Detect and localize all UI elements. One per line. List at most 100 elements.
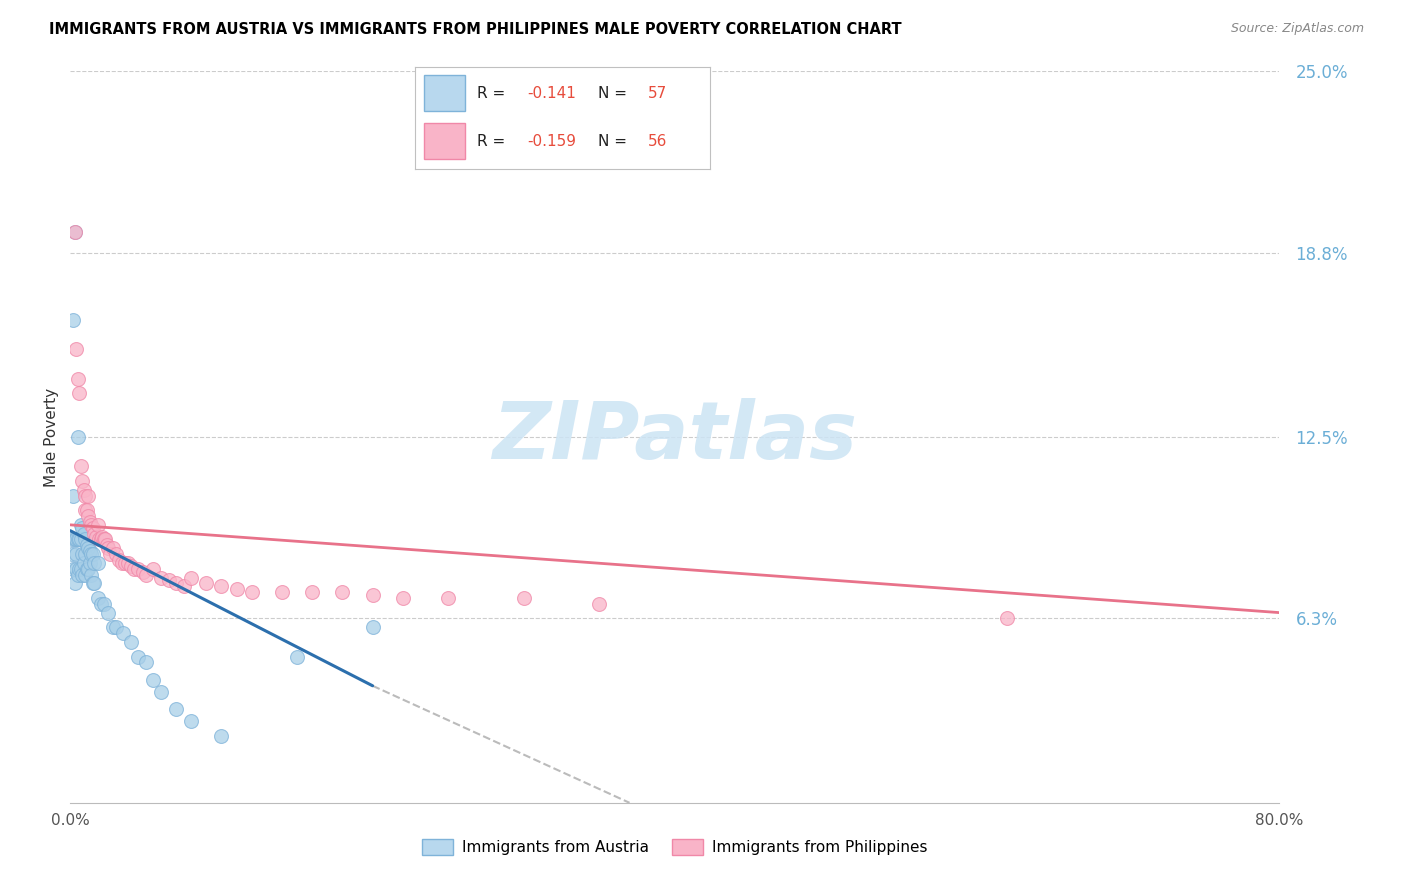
Point bbox=[437, 591, 460, 605]
Point bbox=[97, 606, 120, 620]
Text: 57: 57 bbox=[648, 86, 668, 101]
Point bbox=[83, 526, 105, 541]
Point bbox=[270, 585, 294, 599]
Text: IMMIGRANTS FROM AUSTRIA VS IMMIGRANTS FROM PHILIPPINES MALE POVERTY CORRELATION : IMMIGRANTS FROM AUSTRIA VS IMMIGRANTS FR… bbox=[49, 22, 901, 37]
Point bbox=[86, 517, 108, 532]
Point bbox=[285, 649, 308, 664]
Point bbox=[91, 530, 114, 544]
Point bbox=[127, 649, 149, 664]
Point bbox=[77, 541, 100, 556]
Point bbox=[80, 547, 103, 561]
Point bbox=[82, 521, 104, 535]
Point bbox=[157, 574, 180, 588]
Point bbox=[87, 533, 110, 547]
Point bbox=[97, 541, 120, 556]
Point bbox=[73, 556, 96, 570]
Point bbox=[72, 567, 94, 582]
Point bbox=[70, 562, 93, 576]
Point bbox=[90, 533, 111, 547]
Point bbox=[66, 430, 89, 444]
Point bbox=[77, 489, 100, 503]
Point bbox=[63, 225, 86, 239]
Point bbox=[75, 533, 97, 547]
Bar bbox=[423, 75, 465, 111]
Point bbox=[225, 582, 247, 597]
Point bbox=[90, 597, 111, 611]
Point bbox=[66, 567, 89, 582]
Point bbox=[94, 533, 117, 547]
Point bbox=[391, 591, 415, 605]
Point bbox=[62, 489, 84, 503]
Text: N =: N = bbox=[598, 86, 631, 101]
Point bbox=[142, 562, 165, 576]
Point bbox=[75, 567, 97, 582]
Point bbox=[67, 386, 90, 401]
Text: 56: 56 bbox=[648, 134, 668, 149]
Point bbox=[104, 547, 127, 561]
Legend: Immigrants from Austria, Immigrants from Philippines: Immigrants from Austria, Immigrants from… bbox=[416, 833, 934, 861]
Point bbox=[75, 489, 97, 503]
Point bbox=[180, 570, 202, 584]
Point bbox=[73, 483, 96, 497]
Point bbox=[67, 533, 90, 547]
Point bbox=[65, 547, 87, 561]
Text: R =: R = bbox=[477, 134, 510, 149]
Point bbox=[84, 530, 107, 544]
Point bbox=[211, 729, 233, 743]
Point bbox=[76, 538, 98, 552]
Point bbox=[62, 562, 84, 576]
Point bbox=[66, 533, 89, 547]
Point bbox=[63, 576, 86, 591]
Point bbox=[332, 585, 354, 599]
Point bbox=[107, 553, 129, 567]
Text: ZIPatlas: ZIPatlas bbox=[492, 398, 858, 476]
Point bbox=[75, 547, 97, 561]
Point bbox=[127, 562, 149, 576]
Point bbox=[73, 526, 96, 541]
Point bbox=[65, 562, 87, 576]
Point bbox=[180, 714, 202, 728]
Point bbox=[77, 562, 100, 576]
Point bbox=[112, 626, 135, 640]
Point bbox=[150, 684, 172, 698]
Point bbox=[513, 591, 536, 605]
Point bbox=[132, 565, 155, 579]
Point bbox=[63, 533, 86, 547]
Point bbox=[96, 538, 118, 552]
Point bbox=[83, 576, 105, 591]
Text: N =: N = bbox=[598, 134, 631, 149]
Point bbox=[82, 547, 104, 561]
Point bbox=[83, 556, 105, 570]
Point bbox=[70, 459, 93, 474]
Point bbox=[80, 567, 103, 582]
Point bbox=[63, 225, 86, 239]
Point bbox=[104, 620, 127, 634]
Point bbox=[111, 556, 134, 570]
Point bbox=[93, 597, 115, 611]
Point bbox=[135, 567, 157, 582]
Text: -0.159: -0.159 bbox=[527, 134, 576, 149]
Point bbox=[72, 521, 94, 535]
Point bbox=[60, 533, 83, 547]
Point bbox=[70, 533, 93, 547]
Point bbox=[60, 547, 83, 561]
Point bbox=[995, 611, 1018, 625]
Point bbox=[62, 313, 84, 327]
Y-axis label: Male Poverty: Male Poverty bbox=[44, 387, 59, 487]
Point bbox=[65, 343, 87, 357]
Point bbox=[86, 591, 108, 605]
Point bbox=[120, 558, 142, 573]
Point bbox=[79, 556, 101, 570]
Point bbox=[142, 673, 165, 687]
Point bbox=[72, 547, 94, 561]
Point bbox=[195, 576, 218, 591]
Point bbox=[211, 579, 233, 593]
Point bbox=[70, 517, 93, 532]
Text: R =: R = bbox=[477, 86, 510, 101]
Point bbox=[165, 576, 187, 591]
Point bbox=[588, 597, 610, 611]
Point bbox=[80, 517, 103, 532]
Point bbox=[120, 635, 142, 649]
Point bbox=[114, 556, 136, 570]
Point bbox=[66, 371, 89, 385]
